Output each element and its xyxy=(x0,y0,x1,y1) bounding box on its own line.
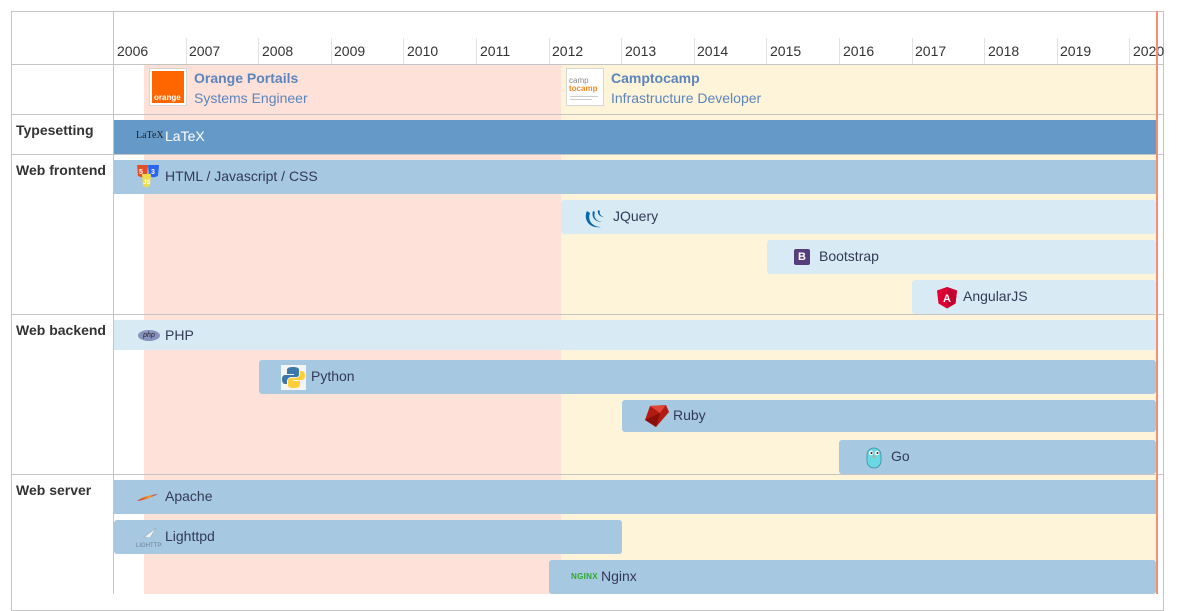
latex-icon: LaTeX xyxy=(136,130,164,141)
angular-icon: A xyxy=(937,287,959,309)
svg-text:A: A xyxy=(943,293,951,305)
go-gopher-icon xyxy=(865,446,887,469)
year-label: 2015 xyxy=(770,43,802,59)
skill-bar-ruby[interactable]: Ruby xyxy=(622,400,1156,432)
year-label: 2017 xyxy=(915,43,947,59)
skill-label: Ruby xyxy=(673,407,706,423)
year-label: 2016 xyxy=(843,43,875,59)
year-tick xyxy=(258,38,259,64)
skill-bar-apache[interactable]: Apache xyxy=(114,480,1156,514)
category-typesetting: Typesetting xyxy=(16,122,94,138)
year-label: 2011 xyxy=(480,43,511,59)
jquery-icon xyxy=(583,205,605,228)
skill-label: JQuery xyxy=(613,208,659,224)
category-web-frontend: Web frontend xyxy=(16,162,106,178)
skill-label: Bootstrap xyxy=(819,248,879,264)
skill-label: AngularJS xyxy=(963,288,1028,304)
job-role: Systems Engineer xyxy=(194,90,308,106)
skill-label: Nginx xyxy=(601,568,637,584)
year-tick xyxy=(984,38,985,64)
skill-label: Go xyxy=(891,448,910,464)
company-name: Camptocamp xyxy=(611,70,700,86)
skill-label: LaTeX xyxy=(165,128,205,144)
ruby-icon xyxy=(644,404,669,427)
skill-label: PHP xyxy=(165,327,194,343)
skill-bar-angularjs[interactable]: A AngularJS xyxy=(912,280,1156,314)
skill-bar-html-js-css[interactable]: 5 3 JS HTML / Javascript / CSS xyxy=(114,160,1156,194)
backend-row-divider xyxy=(11,474,1164,475)
year-tick xyxy=(476,38,477,64)
year-tick xyxy=(403,38,404,64)
skill-bar-go[interactable]: Go xyxy=(839,440,1156,474)
year-tick xyxy=(331,38,332,64)
year-label: 2010 xyxy=(407,43,439,59)
lighttpd-icon: LIGHTTPD xyxy=(136,526,166,549)
year-tick xyxy=(1129,38,1130,64)
category-web-server: Web server xyxy=(16,482,92,498)
skill-bar-nginx[interactable]: NGINX Nginx xyxy=(549,560,1156,594)
camptocamp-logo: camp tocamp xyxy=(566,68,604,106)
year-label: 2014 xyxy=(697,43,729,59)
typesetting-row-divider xyxy=(11,154,1164,155)
year-label: 2013 xyxy=(625,43,657,59)
python-icon xyxy=(281,365,306,390)
skill-label: Apache xyxy=(165,488,213,504)
year-tick xyxy=(549,38,550,64)
apache-feather-icon xyxy=(136,490,158,512)
year-tick xyxy=(839,38,840,64)
frontend-row-divider xyxy=(11,314,1164,315)
year-label: 2009 xyxy=(334,43,366,59)
year-label: 2019 xyxy=(1060,43,1092,59)
nginx-icon: NGINX xyxy=(571,572,598,581)
skill-bar-php[interactable]: php PHP xyxy=(114,320,1156,350)
year-tick xyxy=(186,38,187,64)
job-role: Infrastructure Developer xyxy=(611,90,762,106)
year-tick xyxy=(1057,38,1058,64)
today-marker-line xyxy=(1156,11,1158,594)
company-name: Orange Portails xyxy=(194,70,299,86)
skill-bar-latex[interactable]: LaTeX LaTeX xyxy=(114,120,1156,154)
svg-text:5: 5 xyxy=(139,169,143,176)
camptocamp-logo-text: tocamp xyxy=(569,84,598,93)
year-label: 2008 xyxy=(262,43,294,59)
year-label: 2012 xyxy=(552,43,584,59)
orange-logo: orange xyxy=(149,68,187,106)
year-tick xyxy=(766,38,767,64)
skill-bar-bootstrap[interactable]: B Bootstrap xyxy=(767,240,1156,274)
year-label: 2020 xyxy=(1133,43,1165,59)
year-label: 2007 xyxy=(189,43,221,59)
camptocamp-logo-text: camp xyxy=(569,76,589,85)
orange-logo-text: orange xyxy=(154,93,181,102)
skill-label: Lighttpd xyxy=(165,528,215,544)
svg-text:3: 3 xyxy=(151,169,155,176)
html-js-css-icon: 5 3 JS xyxy=(136,164,159,188)
skill-bar-python[interactable]: Python xyxy=(259,360,1156,394)
company-row-divider xyxy=(11,114,1164,115)
skill-bar-lighttpd[interactable]: LIGHTTPD Lighttpd xyxy=(114,520,622,554)
php-icon: php xyxy=(138,330,160,341)
year-tick xyxy=(621,38,622,64)
skill-label: Python xyxy=(311,368,355,384)
year-label: 2006 xyxy=(117,43,149,59)
svg-text:JS: JS xyxy=(143,180,150,186)
bootstrap-icon: B xyxy=(794,249,810,265)
category-web-backend: Web backend xyxy=(16,322,106,338)
year-tick xyxy=(694,38,695,64)
svg-text:LIGHTTPD: LIGHTTPD xyxy=(136,543,162,549)
header-divider xyxy=(11,64,1164,65)
skill-bar-jquery[interactable]: JQuery xyxy=(561,200,1156,234)
year-tick xyxy=(912,38,913,64)
skill-label: HTML / Javascript / CSS xyxy=(165,168,318,184)
label-column-divider xyxy=(113,11,114,594)
year-label: 2018 xyxy=(988,43,1020,59)
